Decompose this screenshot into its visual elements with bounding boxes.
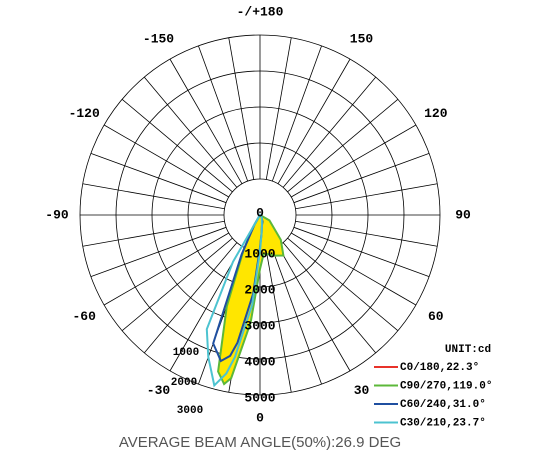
legend-label: C30/210,23.7°	[400, 417, 486, 429]
secondary-label: 1000	[173, 347, 199, 359]
ring	[151, 106, 369, 324]
legend-label: C90/270,119.0°	[400, 380, 492, 392]
r-tick-label: 1000	[244, 246, 275, 261]
angle-label: 60	[428, 309, 444, 324]
angle-label: 0	[256, 410, 264, 425]
series-line	[205, 213, 263, 388]
legend-label: C60/240,31.0°	[400, 399, 486, 411]
angle-label: -60	[72, 309, 96, 324]
secondary-label: 3000	[177, 405, 203, 417]
r-tick-label: 5000	[244, 390, 275, 405]
footer: AVERAGE BEAM ANGLE(50%):26.9 DEG	[119, 434, 401, 451]
angle-label: -150	[143, 32, 174, 47]
ring	[187, 142, 333, 288]
ring	[115, 70, 405, 360]
angle-label: -/+180	[237, 4, 284, 19]
ring	[79, 34, 441, 396]
angle-label: -90	[45, 207, 69, 222]
r-tick-label: 4000	[244, 354, 275, 369]
secondary-label: 2000	[171, 377, 197, 389]
angle-label: -30	[147, 383, 171, 398]
angle-label: 30	[354, 383, 370, 398]
r-tick-label: 0	[256, 205, 264, 220]
angle-label: 90	[455, 207, 471, 222]
legend-label: C0/180,22.3°	[400, 362, 479, 374]
angle-label: 120	[424, 106, 448, 121]
angle-label: 150	[350, 32, 374, 47]
r-tick-label: 2000	[244, 282, 275, 297]
angle-label: -120	[69, 106, 100, 121]
r-tick-label: 3000	[244, 318, 275, 333]
unit-label: UNIT:cd	[445, 344, 491, 356]
